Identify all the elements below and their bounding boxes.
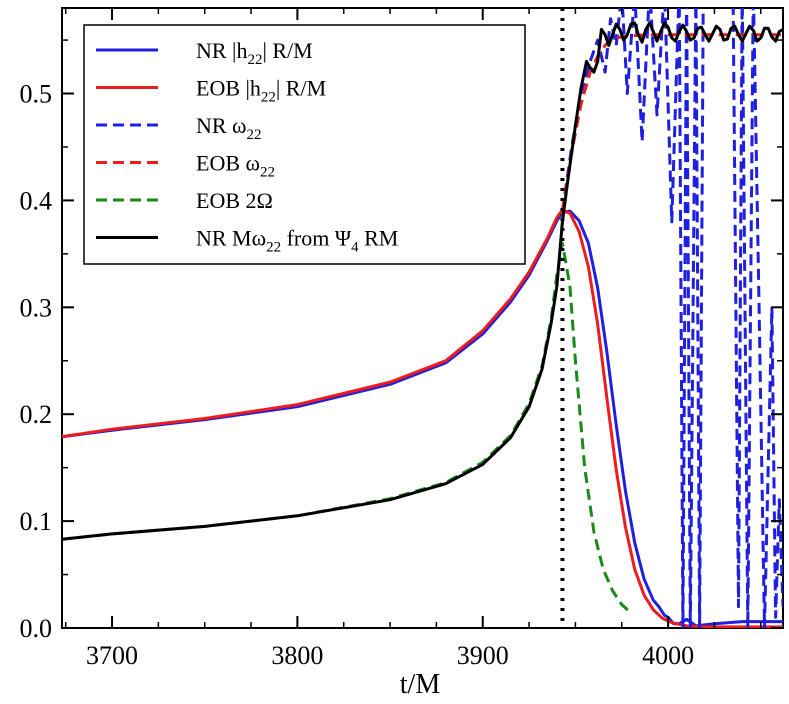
x-axis-label: t/M <box>400 669 441 699</box>
y-tick-label: 0.3 <box>20 293 53 322</box>
x-tick-label: 3800 <box>271 641 323 670</box>
x-tick-label: 3700 <box>86 641 138 670</box>
legend-label-3: EOB ω22 <box>196 151 275 181</box>
legend: NR |h22| R/M EOB |h22| R/M NR ω22 EOB ω22 EO… <box>83 24 526 265</box>
legend-entries: NR |h22| R/M EOB |h22| R/M NR ω22 EOB ω22 EO… <box>96 38 398 256</box>
series-line-4 <box>62 241 633 615</box>
legend-label-2: NR ω22 <box>196 113 262 143</box>
series-line-1 <box>62 208 783 628</box>
legend-label-0: NR |h22| R/M <box>196 38 313 68</box>
series-line-5 <box>62 21 783 541</box>
y-tick-label: 0.2 <box>20 400 53 429</box>
y-tick-label: 0.5 <box>20 80 53 109</box>
legend-box <box>83 24 526 265</box>
y-tick-label: 0.0 <box>20 614 53 643</box>
legend-label-4: EOB 2Ω <box>196 188 273 213</box>
y-tick-label: 0.1 <box>20 507 53 536</box>
series-line-2 <box>560 8 783 628</box>
x-tick-label: 4000 <box>642 641 694 670</box>
y-tick-label: 0.4 <box>20 186 53 215</box>
series-line-0 <box>62 209 783 628</box>
legend-label-1: EOB |h22| R/M <box>196 76 326 106</box>
x-tick-label: 3900 <box>457 641 509 670</box>
plot-frame <box>61 7 784 629</box>
legend-label-5: NR Mω22 from Ψ4 RM <box>196 226 398 256</box>
y-ticks: 0.0 0.1 0.2 0.3 0.4 0.5 <box>20 39 783 643</box>
x-ticks: 3700 3800 3900 4000 <box>64 8 762 670</box>
series-line-3 <box>560 33 783 212</box>
